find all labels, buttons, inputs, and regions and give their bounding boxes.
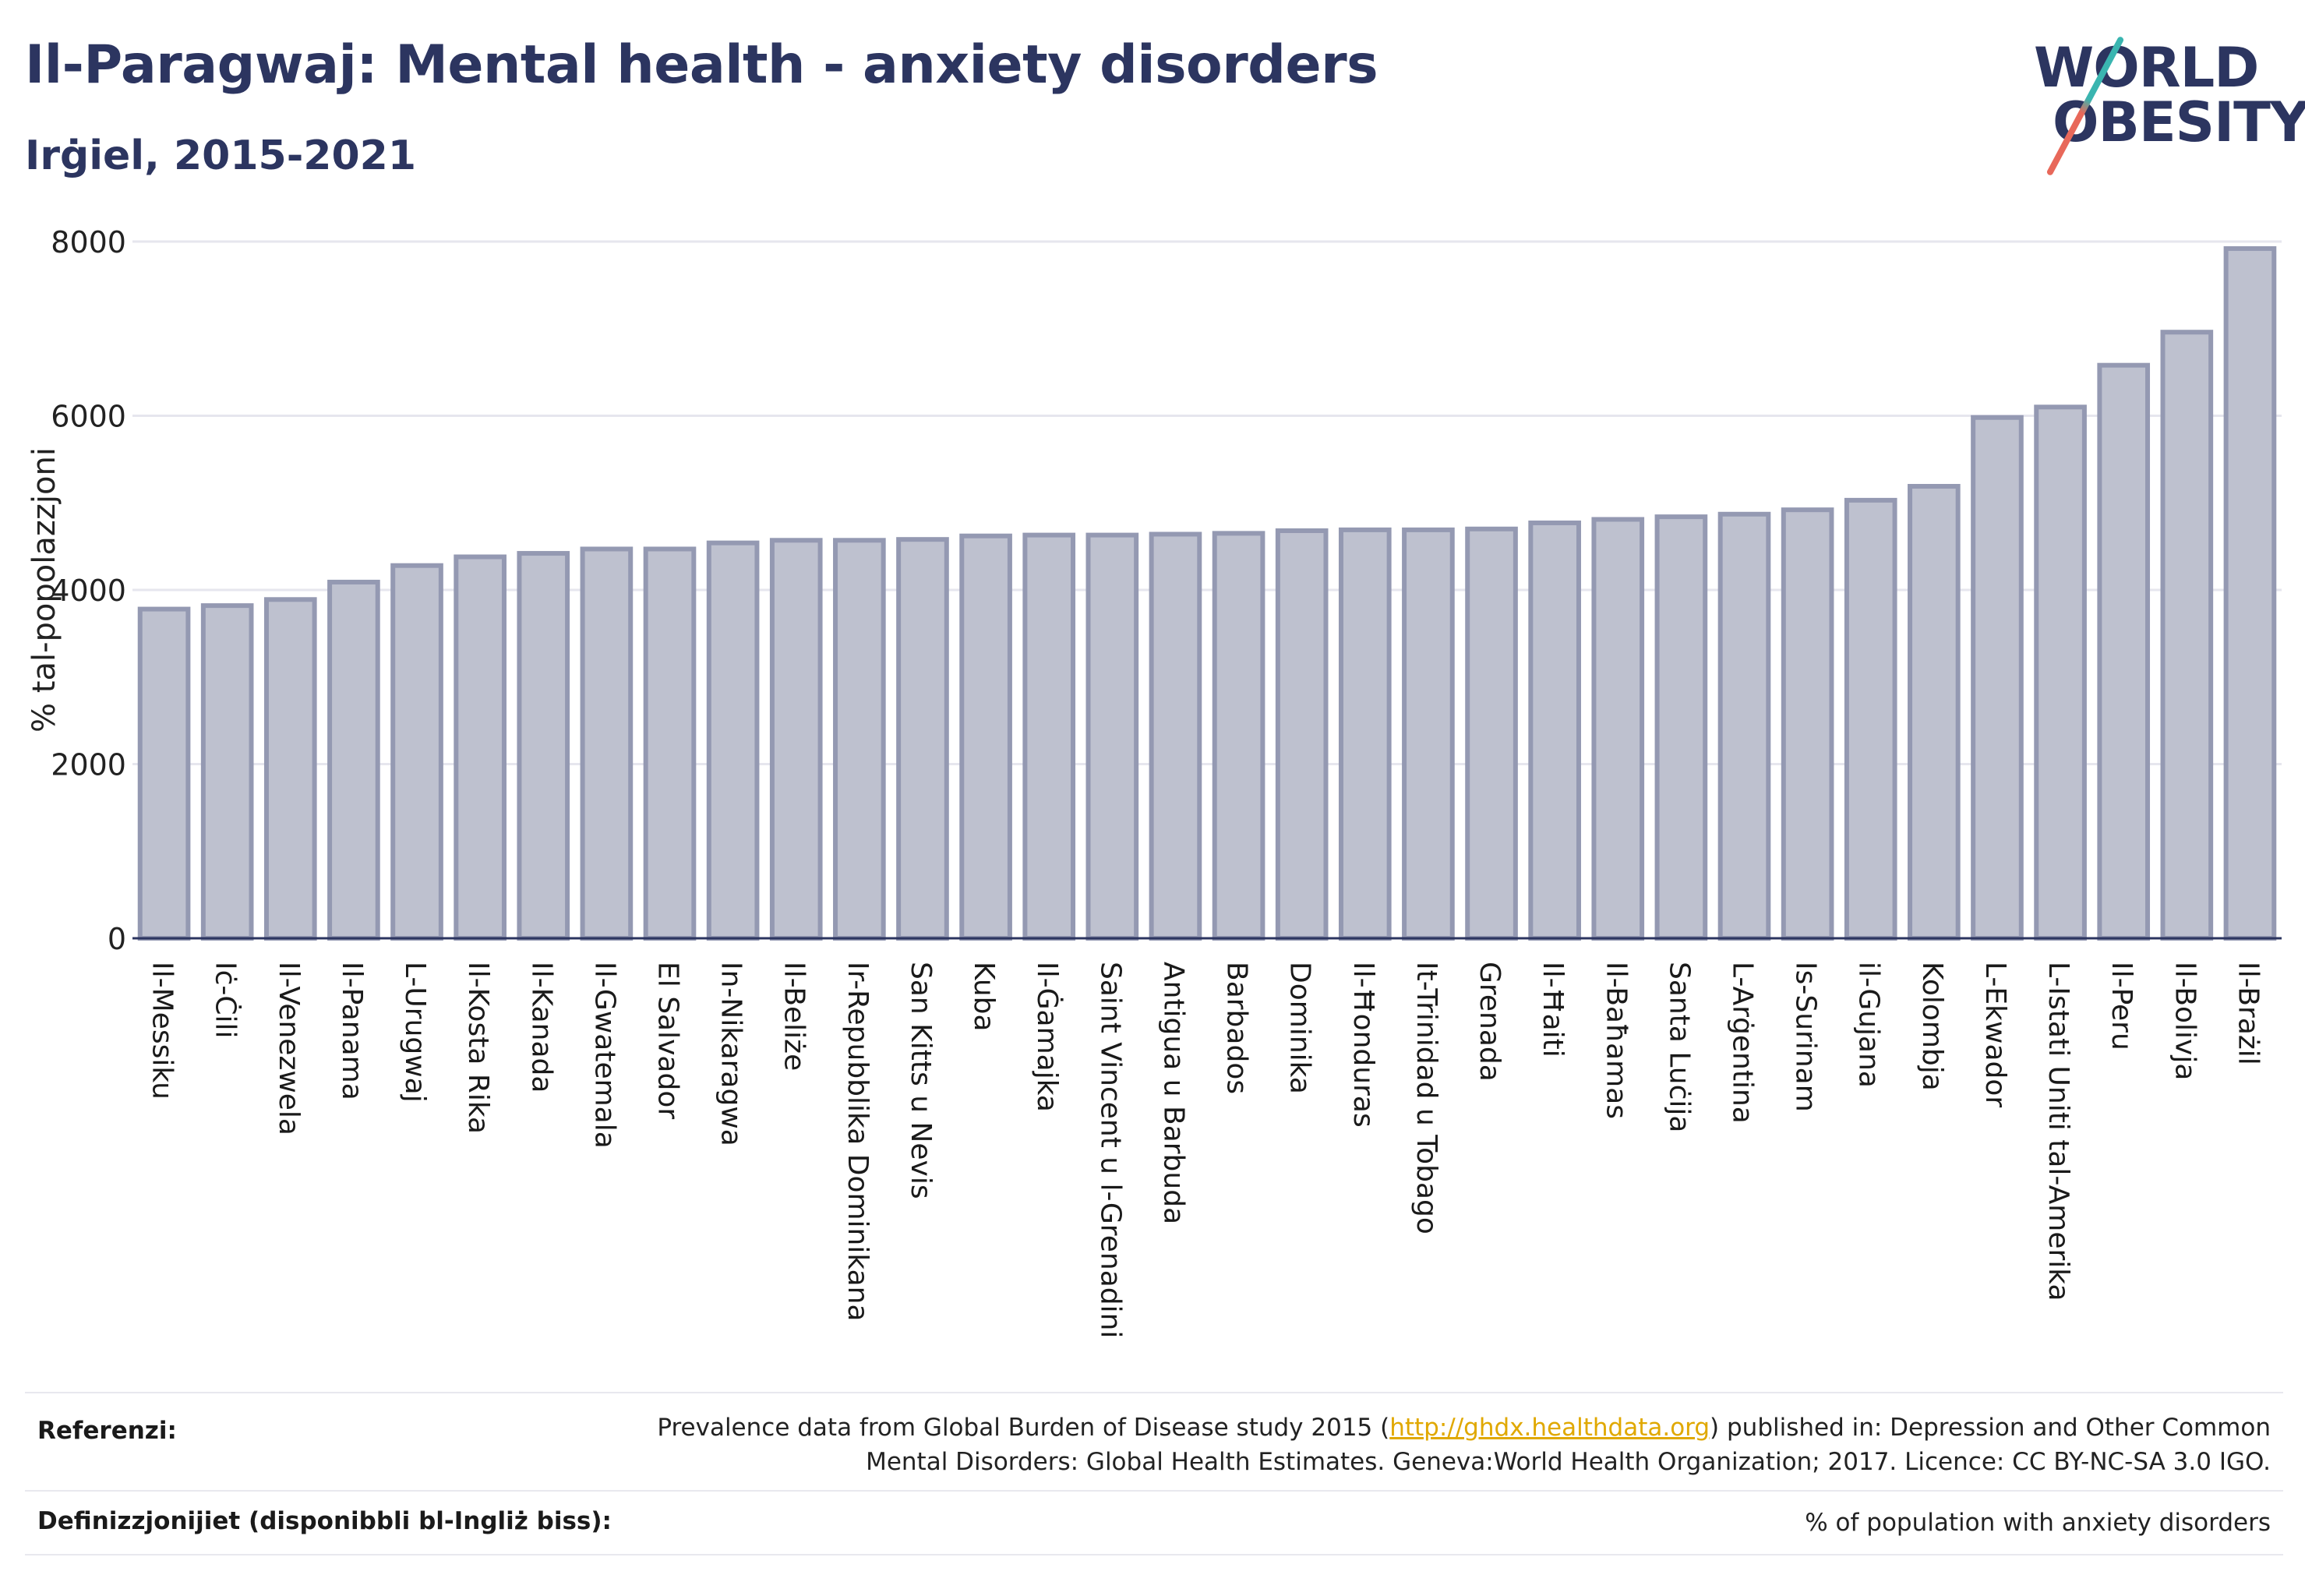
x-tick-label: Il-Beliże	[778, 962, 810, 1071]
bar	[517, 551, 570, 941]
bar	[1591, 517, 1645, 941]
bar	[1022, 532, 1076, 941]
bar	[1717, 511, 1771, 941]
bar	[1085, 532, 1139, 941]
bar	[1338, 527, 1392, 941]
bar	[390, 563, 443, 941]
definitions-label: Definizzjonijiet (disponibbli bl-Ingliż …	[37, 1507, 612, 1535]
x-tick-label: L-Arġentina	[1727, 962, 1759, 1124]
bar	[1465, 526, 1518, 941]
references-text: Prevalence data from Global Burden of Di…	[657, 1411, 2271, 1479]
x-tick-label: In-Nikaragwa	[715, 962, 747, 1146]
x-tick-label: Barbados	[1221, 962, 1253, 1094]
bar	[643, 546, 697, 941]
bar	[200, 603, 254, 941]
bar	[580, 546, 634, 941]
x-tick-label: Antigua u Barbuda	[1157, 962, 1189, 1224]
x-tick-label: Il-Panama	[336, 962, 368, 1100]
x-tick-label: Il-Kosta Rika	[462, 962, 494, 1134]
world-obesity-logo: WORLD OBESITY	[2032, 31, 2305, 177]
bar	[1402, 527, 1455, 941]
bar	[327, 579, 380, 941]
x-tick-label: Santa Luċija	[1663, 962, 1695, 1132]
references-post: ) published in: Depression and Other Com…	[1710, 1414, 2271, 1442]
x-tick-label: Il-Kanada	[525, 962, 557, 1093]
bar	[959, 533, 1012, 941]
x-tick-label: Il-Baħamas	[1600, 962, 1632, 1119]
x-tick-label: L-Ekwador	[1979, 962, 2011, 1107]
bar	[2160, 330, 2214, 941]
x-tick-label: It-Trinidad u Tobago	[1410, 962, 1442, 1234]
x-tick-label: Il-Ħonduras	[1347, 962, 1379, 1128]
y-tick-label: 4000	[51, 574, 126, 608]
y-tick-label: 6000	[51, 400, 126, 434]
bar	[1908, 484, 1961, 941]
footer: Referenzi: Prevalence data from Global B…	[25, 1392, 2283, 1563]
x-tick-label: Saint Vincent u l-Grenadini	[1094, 962, 1126, 1338]
bar	[1528, 520, 1581, 941]
chart-title: Il-Paragwaj: Mental health - anxiety dis…	[25, 34, 1378, 96]
bar	[1971, 415, 2024, 941]
x-tick-label: Ir-Repubblika Dominikana	[842, 962, 874, 1322]
references-label: Referenzi:	[37, 1417, 177, 1445]
x-tick-label: Il-Ġamajka	[1031, 962, 1064, 1112]
x-tick-label: Kolombja	[1916, 962, 1948, 1091]
x-tick-label: L-Urugwaj	[399, 962, 431, 1103]
bar	[706, 540, 760, 941]
bar-chart: 0 2000 4000 6000 8000 % tal-popolazzjoni Il-Me…	[26, 225, 2282, 1338]
y-tick-label: 0	[108, 922, 126, 956]
bar	[2223, 245, 2277, 941]
bar	[1212, 531, 1265, 941]
x-tick-label: L-Istati Uniti tal-Amerika	[2042, 962, 2074, 1301]
chart-subtitle: Irġiel, 2015-2021	[25, 132, 417, 179]
bar	[137, 606, 191, 941]
bar	[263, 597, 317, 941]
bar	[1654, 514, 1708, 941]
logo-line-1: WORLD	[2034, 36, 2259, 100]
x-tick-label: Il-Gwatemala	[588, 962, 620, 1149]
x-tick-label: Il-Messiku	[146, 962, 178, 1100]
definitions-row: Definizzjonijiet (disponibbli bl-Ingliż …	[25, 1490, 2283, 1555]
x-tick-label: El Salvador	[652, 962, 684, 1119]
definitions-value: % of population with anxiety disorders	[1805, 1509, 2271, 1537]
x-tick-label: Il-Venezwela	[273, 962, 305, 1135]
x-tick-label: il-Gujana	[1853, 962, 1885, 1088]
bar	[1781, 507, 1834, 941]
y-tick-label: 2000	[51, 748, 126, 782]
bar	[454, 554, 507, 941]
bar	[1275, 528, 1329, 941]
logo-line-2: OBESITY	[2053, 90, 2305, 154]
references-link[interactable]: http://ghdx.healthdata.org	[1389, 1414, 1710, 1442]
x-tick-label: Kuba	[968, 962, 1000, 1032]
x-tick-label: Is-Surinam	[1790, 962, 1822, 1112]
y-axis-label: % tal-popolazzjoni	[26, 447, 62, 733]
bar	[1149, 531, 1202, 941]
x-tick-label: Iċ-Ċili	[210, 962, 242, 1039]
x-tick-label: Il-Ħaiti	[1537, 962, 1569, 1058]
references-pre: Prevalence data from Global Burden of Di…	[657, 1414, 1390, 1442]
x-tick-label: Grenada	[1474, 962, 1505, 1082]
x-tick-label: Dominika	[1284, 962, 1316, 1094]
references-row: Referenzi: Prevalence data from Global B…	[25, 1392, 2283, 1492]
bar	[769, 538, 823, 941]
references-line-2: Mental Disorders: Global Health Estimate…	[866, 1448, 2271, 1476]
bar	[2034, 404, 2087, 941]
x-tick-label: Il-Peru	[2106, 962, 2137, 1050]
bar	[2097, 362, 2151, 941]
x-tick-label: Il-Bolivja	[2169, 962, 2201, 1080]
x-tick-label: Il-Brażil	[2232, 962, 2264, 1065]
bar	[896, 537, 949, 941]
x-tick-label: San Kitts u Nevis	[905, 962, 937, 1199]
y-tick-label: 8000	[51, 225, 126, 260]
bar	[833, 538, 886, 941]
bar	[1844, 497, 1897, 941]
